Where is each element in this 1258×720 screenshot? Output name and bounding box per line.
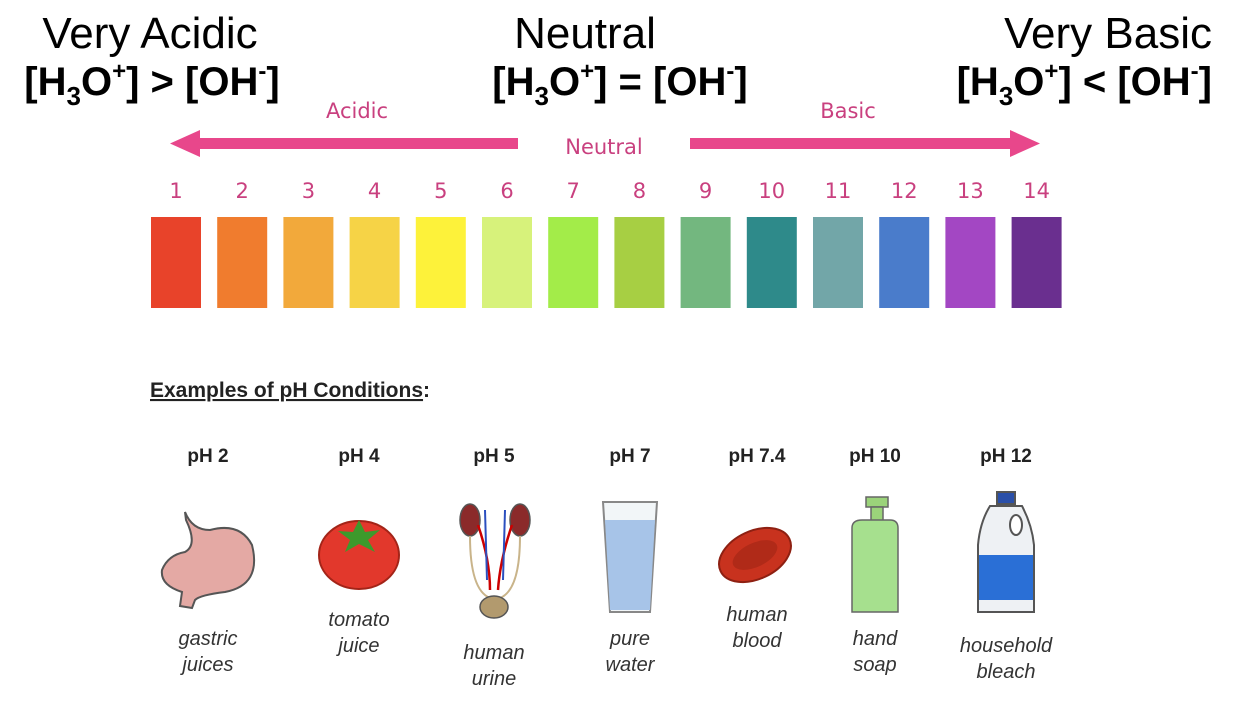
example-ph: pH 2 <box>187 446 228 467</box>
example-caption: soap <box>853 654 896 676</box>
formula-part: ] < [OH <box>1058 60 1190 104</box>
formula-part: ] <box>1199 60 1212 104</box>
header-title: Very Acidic <box>42 9 257 58</box>
ph-swatch <box>746 217 797 308</box>
formula-part: [H <box>492 60 534 104</box>
ph-swatch <box>283 217 334 308</box>
tomato-icon <box>318 520 400 590</box>
formula-part: O <box>1013 60 1044 104</box>
formula-part: ] <box>266 60 279 104</box>
blood-cell-icon <box>718 526 792 584</box>
example-caption: pure <box>609 628 650 650</box>
formula-part: [H <box>24 60 66 104</box>
ph-number: 5 <box>434 179 447 203</box>
ph-number: 9 <box>699 179 712 203</box>
header-formula: [H3O+] < [OH-] <box>957 58 1212 111</box>
ph-number: 13 <box>957 179 984 203</box>
example-caption: household <box>960 635 1053 657</box>
kidneys-icon <box>459 503 531 619</box>
example-caption: blood <box>733 630 783 652</box>
neutral-label: Neutral <box>565 135 643 159</box>
example-caption: tomato <box>328 609 389 631</box>
formula-part: - <box>1191 58 1199 85</box>
example-ph: pH 7.4 <box>728 446 785 467</box>
acidic-arrow <box>170 130 518 157</box>
formula-part: + <box>580 58 594 85</box>
ph-number: 2 <box>236 179 249 203</box>
example-caption: water <box>606 654 656 676</box>
glass-icon <box>601 501 659 613</box>
soap-icon <box>851 496 899 613</box>
bleach-icon <box>977 491 1035 613</box>
ph-number: 8 <box>633 179 646 203</box>
formula-part: [H <box>957 60 999 104</box>
example-ph: pH 12 <box>980 446 1032 467</box>
example-caption: hand <box>853 628 898 650</box>
basic-arrow <box>690 130 1040 157</box>
examples-title: Examples of pH Conditions: <box>150 379 430 402</box>
ph-number: 10 <box>758 179 785 203</box>
ph-swatch <box>349 217 400 308</box>
header-formula: [H3O+] > [OH-] <box>24 58 279 111</box>
ph-number: 4 <box>368 179 381 203</box>
ph-swatch <box>482 217 532 308</box>
ph-swatch <box>614 217 665 308</box>
ph-swatch <box>813 217 863 308</box>
ph-swatch <box>680 217 731 308</box>
ph-number: 12 <box>891 179 918 203</box>
formula-part: ] = [OH <box>594 60 726 104</box>
header-title: Neutral <box>514 9 656 58</box>
example-caption: bleach <box>977 661 1036 683</box>
ph-swatch <box>217 217 268 308</box>
examples-title-punct: : <box>423 379 430 402</box>
example-caption: juices <box>179 654 233 676</box>
example-caption: gastric <box>179 628 238 650</box>
examples-title-text: Examples of pH Conditions <box>150 379 423 402</box>
ph-number: 6 <box>500 179 513 203</box>
formula-part: - <box>258 58 266 85</box>
basic-label: Basic <box>820 99 876 123</box>
ph-swatch <box>879 217 930 308</box>
formula-part: 3 <box>535 81 549 111</box>
formula-part: - <box>726 58 734 85</box>
example-caption: human <box>463 642 524 664</box>
ph-number: 7 <box>567 179 580 203</box>
example-caption: juice <box>335 635 379 657</box>
formula-part: O <box>549 60 580 104</box>
formula-part: + <box>112 58 126 85</box>
formula-part: 3 <box>67 81 81 111</box>
formula-part: O <box>81 60 112 104</box>
ph-swatch <box>415 217 466 308</box>
example-ph: pH 7 <box>609 446 650 467</box>
formula-part: ] <box>734 60 747 104</box>
ph-number: 11 <box>825 179 852 203</box>
formula-part: ] > [OH <box>126 60 258 104</box>
ph-swatch <box>1011 217 1062 308</box>
example-caption: human <box>726 604 787 626</box>
ph-swatch <box>945 217 996 308</box>
stomach-icon <box>160 511 256 610</box>
ph-swatch <box>548 217 599 308</box>
formula-part: 3 <box>999 81 1013 111</box>
example-ph: pH 4 <box>338 446 380 467</box>
ph-swatch <box>151 217 201 308</box>
example-caption: urine <box>472 668 516 690</box>
header-title: Very Basic <box>1004 9 1212 58</box>
acidic-label: Acidic <box>326 99 388 123</box>
example-ph: pH 5 <box>473 446 515 467</box>
ph-number: 14 <box>1023 179 1050 203</box>
header-formula: [H3O+] = [OH-] <box>492 58 747 111</box>
ph-number: 1 <box>169 179 182 203</box>
formula-part: + <box>1044 58 1058 85</box>
example-ph: pH 10 <box>849 446 901 467</box>
ph-number: 3 <box>302 179 315 203</box>
